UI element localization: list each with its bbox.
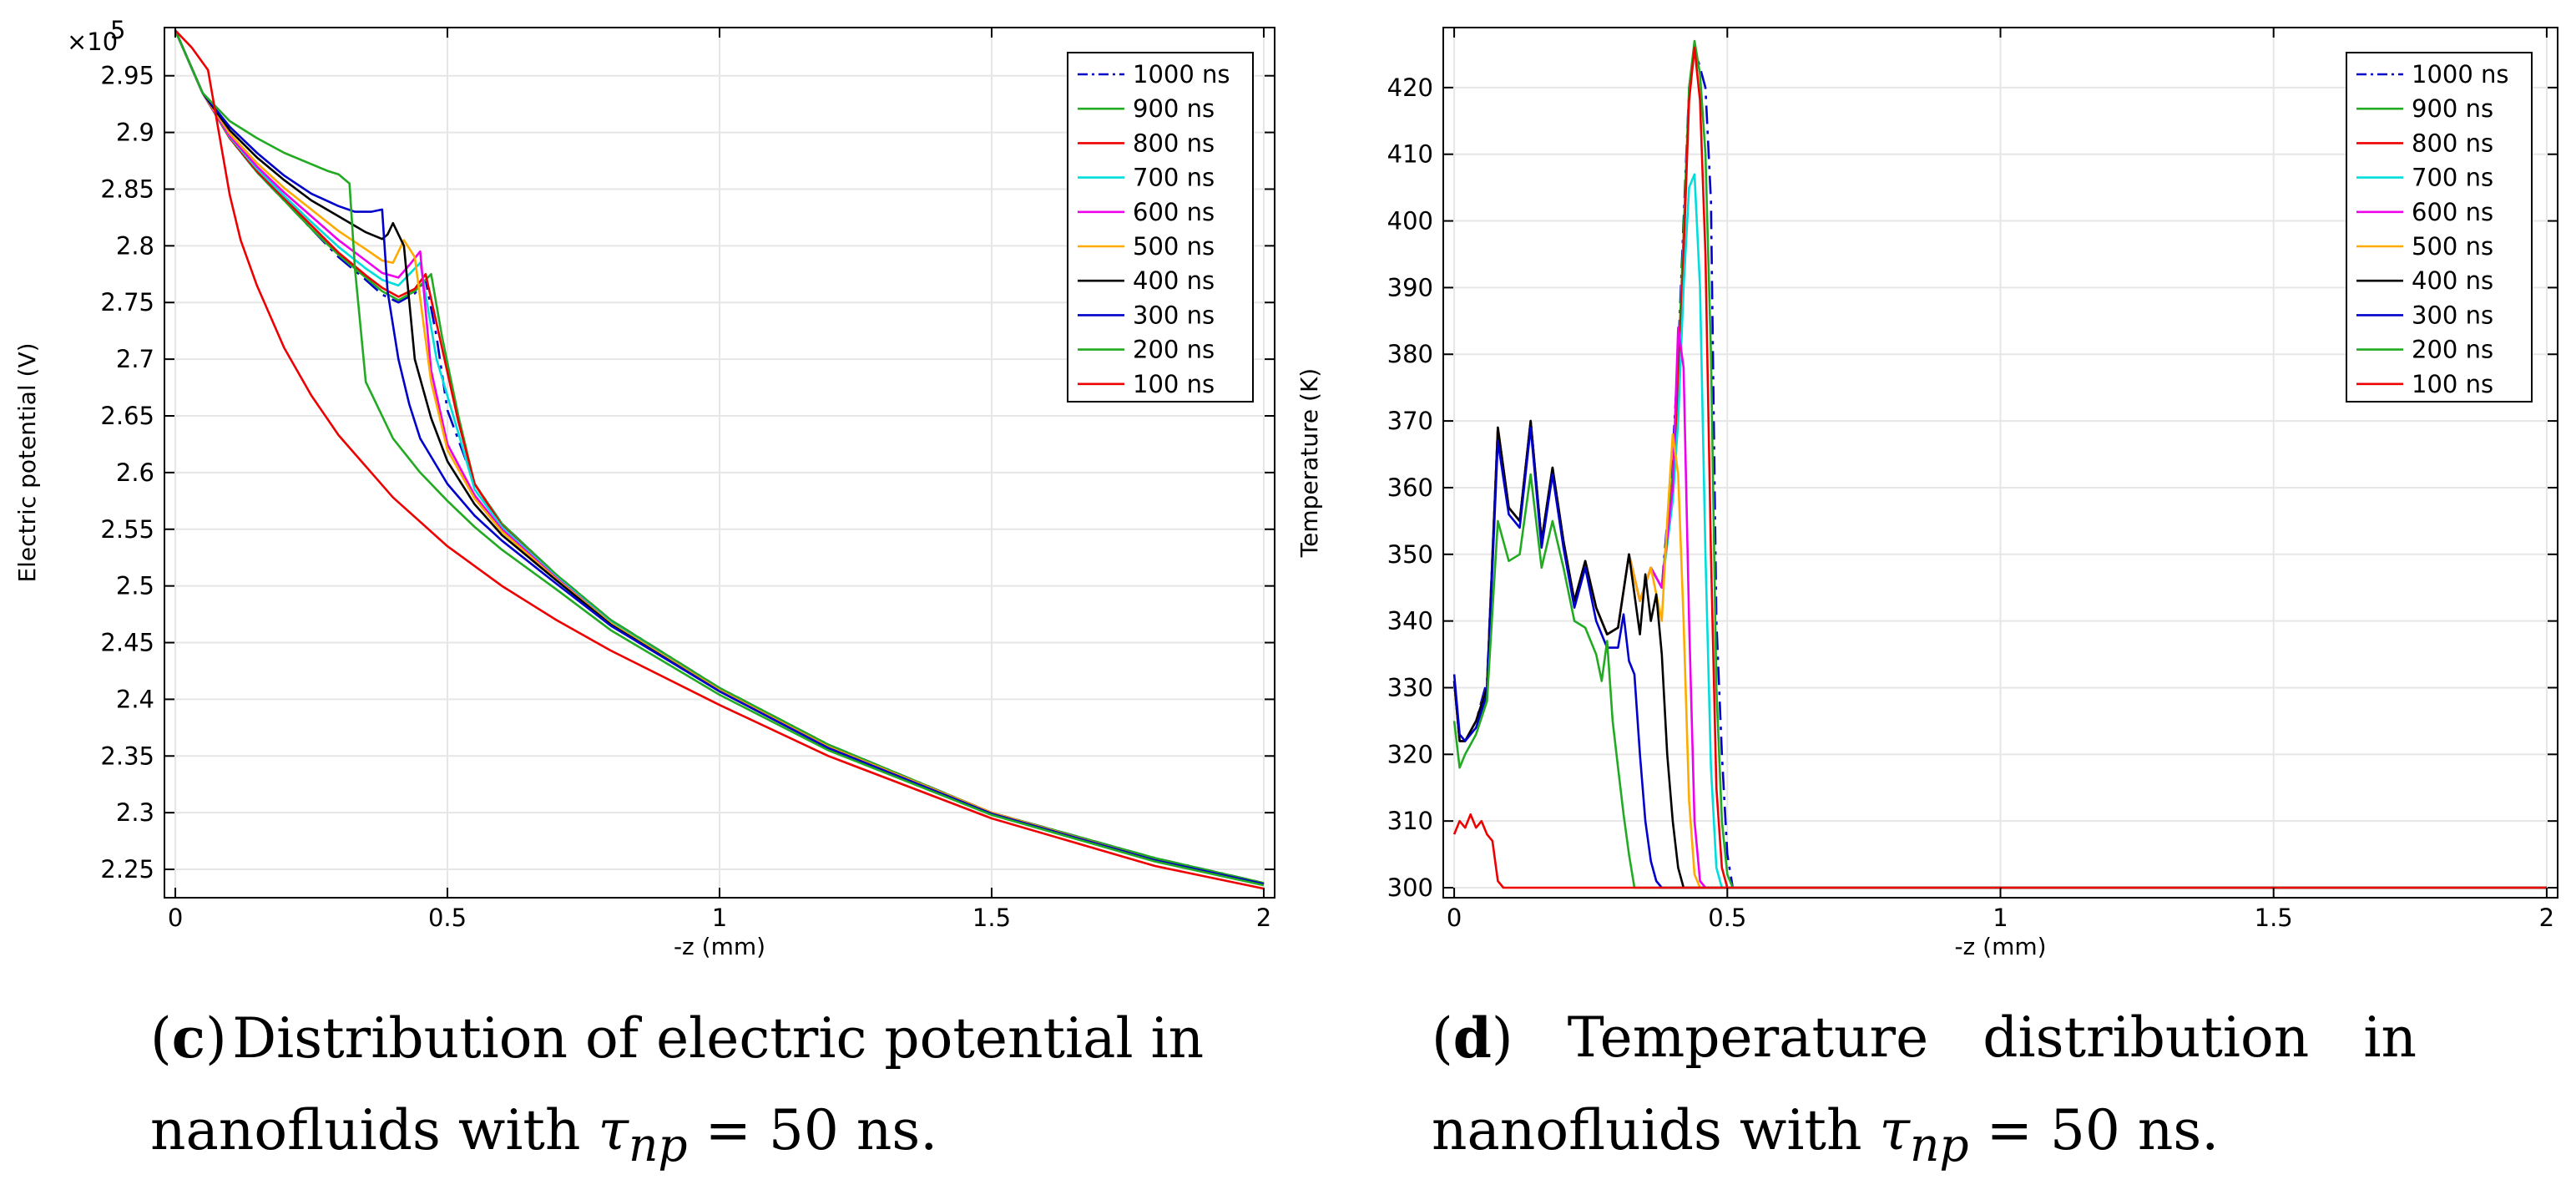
y-axis-label: Temperature (K) [1296,368,1323,558]
y-tick-label: 2.9 [116,119,154,147]
x-tick-label: 1.5 [972,904,1011,932]
y-tick-label: 2.75 [100,288,154,316]
legend-label: 1000 ns [2412,60,2509,89]
legend-label: 400 ns [1133,266,1215,295]
y-tick-label: 2.7 [116,345,154,373]
caption-c-sub: np [628,1118,688,1172]
caption-c-line2: nanofluids with τnp = 50 ns. [150,1085,1235,1191]
series-line-900-ns [174,29,1265,884]
y-axis-multiplier-exponent: 5 [110,16,125,44]
caption-c: (c) Distribution of electric potential i… [150,992,1235,1191]
legend-box [1067,52,1254,403]
y-tick-label: 380 [1387,340,1433,368]
legend-label: 700 ns [1133,164,1215,192]
caption-d-sub: np [1909,1118,1969,1172]
legend: 1000 ns 900 ns 800 ns 700 ns 600 ns 500 ns 400… [2346,52,2533,403]
y-tick-label: 2.65 [100,402,154,430]
legend-label: 500 ns [1133,232,1215,261]
legend-label: 100 ns [1133,370,1215,398]
caption-d-word3: in [2363,1005,2417,1070]
y-tick-label: 2.8 [116,231,154,260]
y-tick-label: 400 [1387,207,1433,235]
legend-box [2346,52,2533,403]
caption-c-tau: τ [598,1098,629,1162]
y-tick-label: 2.3 [116,798,154,827]
y-tick-label: 410 [1387,140,1433,169]
legend-label: 700 ns [2412,164,2493,192]
caption-d: (d) Temperature distribution in nanoflui… [1432,992,2450,1191]
legend-label: 400 ns [2412,266,2493,295]
x-axis-label: -z (mm) [1954,933,2046,960]
y-tick-label: 390 [1387,273,1433,301]
caption-c-suffix: = 50 ns. [687,1098,938,1162]
y-tick-label: 2.6 [116,458,154,487]
y-tick-label: 2.5 [116,572,154,600]
series-line-100-ns [1452,813,2547,889]
legend-label: 900 ns [1133,94,1215,123]
x-tick-label: 1 [1993,904,2008,932]
y-tick-label: 340 [1387,607,1433,635]
caption-c-text: Distribution of electric potential in [232,1006,1205,1071]
legend: 1000 ns 900 ns 800 ns 700 ns 600 ns 500 ns 400… [1067,52,1254,403]
y-tick-label: 2.25 [100,855,154,884]
x-tick-label: 1 [712,904,727,932]
legend-label: 200 ns [2412,336,2493,364]
caption-d-line1: (d) Temperature distribution in [1432,992,2417,1085]
legend-label: 100 ns [2412,370,2493,398]
legend-label: 600 ns [2412,198,2493,226]
y-tick-label: 2.35 [100,742,154,770]
x-tick-label: 0.5 [428,904,467,932]
x-tick-label: 2 [2539,904,2554,932]
y-tick-label: 2.85 [100,175,154,203]
series-line-300-ns [174,29,1265,885]
y-tick-label: 300 [1387,873,1433,902]
y-tick-label: 320 [1387,740,1433,768]
series-line-200-ns [1452,473,2547,889]
y-axis-label: Electric potential (V) [13,342,41,582]
y-tick-label: 360 [1387,473,1433,502]
legend-label: 200 ns [1133,336,1215,364]
y-tick-label: 420 [1387,73,1433,102]
x-tick-label: 0.5 [1708,904,1746,932]
x-tick-label: 2 [1256,904,1271,932]
y-tick-label: 330 [1387,673,1433,701]
series-line-200-ns [174,29,1265,887]
y-tick-label: 2.45 [100,629,154,657]
caption-d-word2: distribution [1983,1005,2310,1070]
x-tick-label: 0 [168,904,183,932]
caption-d-label: d [1452,1005,1492,1071]
series-line-300-ns [1452,426,2547,889]
caption-d-word1: Temperature [1567,1005,1929,1070]
y-axis-multiplier: ×10 [67,28,118,56]
caption-c-prefix: nanofluids with [150,1098,599,1162]
x-axis-label: -z (mm) [674,933,765,960]
caption-d-prefix: nanofluids with [1432,1098,1880,1162]
legend-label: 800 ns [1133,129,1215,157]
legend-label: 800 ns [2412,129,2493,157]
panel-c-chart: 0 0.5 1 1.5 2 2.25 2.3 2.35 2.4 2.45 2.5 2.55 2.6 2.6… [13,16,1275,960]
legend-label: 1000 ns [1133,60,1230,89]
legend-label: 300 ns [1133,301,1215,329]
y-tick-label: 2.4 [116,685,154,713]
x-tick-label: 1.5 [2255,904,2293,932]
legend-label: 500 ns [2412,232,2493,261]
legend-label: 600 ns [1133,198,1215,226]
caption-d-line2: nanofluids with τnp = 50 ns. [1432,1085,2450,1191]
y-tick-label: 350 [1387,540,1433,569]
legend-label: 900 ns [2412,94,2493,123]
y-tick-label: 310 [1387,807,1433,835]
caption-c-line1: (c) Distribution of electric potential i… [150,1005,1205,1071]
y-tick-label: 2.55 [100,515,154,544]
caption-c-label: c [171,1005,205,1071]
panel-d-chart: 0 0.5 1 1.5 2 300 310 320 330 340 350 360 370 380 390 4… [1296,27,2558,960]
series-line-100-ns [174,29,1265,890]
x-tick-label: 0 [1447,904,1462,932]
y-tick-label: 2.95 [100,62,154,90]
caption-d-suffix: = 50 ns. [1968,1098,2220,1162]
caption-d-tau: τ [1879,1098,1910,1162]
caption-d-label-wrap: (d) [1432,1005,1513,1071]
y-tick-label: 370 [1387,407,1433,435]
legend-label: 300 ns [2412,301,2493,329]
